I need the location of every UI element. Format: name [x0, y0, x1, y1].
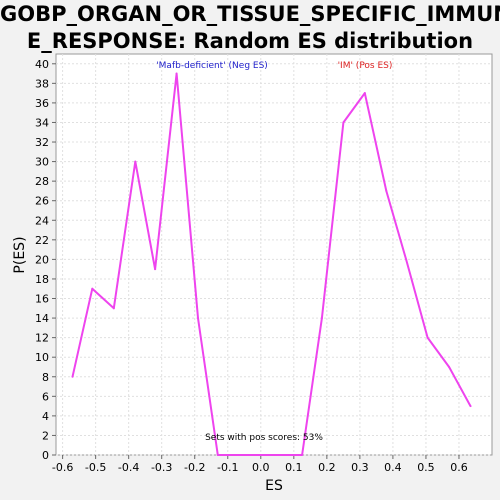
data-point: [363, 92, 366, 95]
y-tick-label: 20: [35, 253, 49, 266]
neg-es-label: 'Mafb-deficient' (Neg ES): [156, 61, 268, 71]
data-point: [469, 405, 472, 408]
x-axis-label: ES: [265, 478, 283, 494]
data-point: [112, 307, 115, 310]
data-point: [301, 454, 304, 456]
x-tick-label: -0.6: [52, 461, 73, 474]
y-tick-label: 18: [35, 273, 49, 286]
y-tick-label: 32: [35, 136, 49, 149]
y-tick-label: 34: [35, 116, 49, 129]
plot-area: [55, 53, 493, 456]
x-tick-label: -0.5: [85, 461, 106, 474]
x-tick-label: 0.3: [351, 461, 369, 474]
x-tick-label: 0.5: [417, 461, 435, 474]
y-tick-label: 10: [35, 351, 49, 364]
data-point: [134, 160, 137, 163]
data-point: [216, 454, 219, 456]
data-point: [448, 365, 451, 368]
y-tick-label: 40: [35, 58, 49, 71]
chart-title-line-1: GOBP_ORGAN_OR_TISSUE_SPECIFIC_IMMUN: [0, 2, 500, 26]
axes: 0246810121416182022242628303234363840-0.…: [35, 58, 468, 474]
x-tick-label: -0.3: [151, 461, 172, 474]
x-tick-label: 0.1: [285, 461, 303, 474]
y-tick-label: 0: [42, 449, 49, 462]
y-tick-label: 30: [35, 156, 49, 169]
data-point: [91, 287, 94, 290]
data-point: [197, 317, 200, 320]
x-tick-label: -0.2: [184, 461, 205, 474]
data-point: [426, 336, 429, 339]
data-point: [71, 375, 74, 378]
x-tick-label: 0.4: [384, 461, 402, 474]
y-tick-label: 4: [42, 410, 49, 423]
data-point: [405, 258, 408, 261]
data-point: [154, 268, 157, 271]
chart-title-line-2: E_RESPONSE: Random ES distribution: [26, 29, 474, 53]
y-tick-label: 36: [35, 97, 49, 110]
x-tick-label: 0.2: [318, 461, 336, 474]
y-tick-label: 2: [42, 429, 49, 442]
x-tick-label: -0.1: [217, 461, 238, 474]
y-tick-label: 8: [42, 371, 49, 384]
y-tick-label: 14: [35, 312, 49, 325]
x-tick-label: -0.4: [118, 461, 139, 474]
data-point: [320, 317, 323, 320]
series-layer: [71, 72, 472, 456]
y-tick-label: 6: [42, 390, 49, 403]
x-tick-label: 0.0: [252, 461, 270, 474]
pos-scores-footer: Sets with pos scores: 53%: [205, 433, 323, 443]
y-tick-label: 16: [35, 293, 49, 306]
y-tick-label: 38: [35, 77, 49, 90]
y-tick-label: 26: [35, 195, 49, 208]
pos-es-label: 'IM' (Pos ES): [338, 61, 393, 71]
data-point: [342, 121, 345, 124]
y-tick-label: 22: [35, 234, 49, 247]
y-tick-label: 12: [35, 332, 49, 345]
data-point: [175, 72, 178, 75]
y-tick-label: 24: [35, 214, 49, 227]
y-tick-label: 28: [35, 175, 49, 188]
chart-title: GOBP_ORGAN_OR_TISSUE_SPECIFIC_IMMUN E_RE…: [0, 1, 500, 55]
x-tick-label: 0.6: [450, 461, 468, 474]
data-point: [385, 189, 388, 192]
